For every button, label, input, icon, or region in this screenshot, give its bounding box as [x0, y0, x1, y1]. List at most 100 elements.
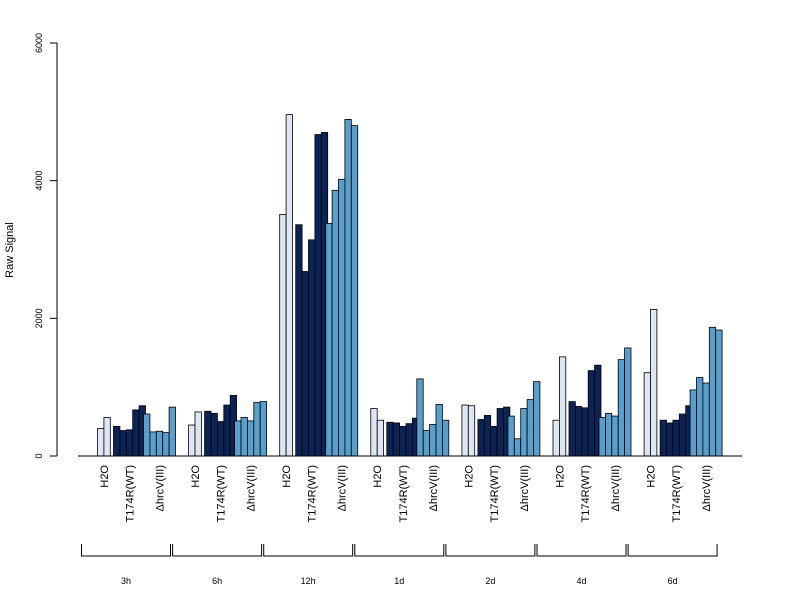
bar [605, 412, 613, 457]
bar [399, 425, 407, 457]
bar [715, 329, 723, 457]
bar [216, 421, 225, 457]
bar [405, 423, 413, 457]
bar [259, 401, 268, 457]
condition-label: T174R(WT) [580, 465, 592, 522]
bar [568, 401, 576, 457]
condition-label: ΔhrcV(III) [610, 465, 622, 511]
condition-label: T174R(WT) [307, 465, 319, 522]
time-bracket [445, 544, 536, 557]
condition-label: H2O [463, 465, 475, 488]
bar [587, 370, 596, 457]
condition-label: T174R(WT) [398, 465, 410, 522]
bar [416, 378, 424, 457]
bar [526, 399, 534, 457]
condition-label: ΔhrcV(III) [428, 465, 440, 511]
bar [429, 423, 437, 457]
bar [689, 389, 697, 457]
bar [666, 422, 674, 457]
condition-label: ΔhrcV(III) [246, 465, 258, 511]
bar [204, 410, 212, 457]
bar [376, 419, 385, 457]
time-bracket [263, 544, 354, 557]
bar [611, 415, 619, 457]
bar [314, 134, 322, 457]
bar [308, 239, 316, 457]
bar [696, 377, 704, 457]
bar [234, 420, 242, 457]
bar [162, 432, 170, 457]
bar [240, 417, 248, 457]
time-bracket [81, 544, 171, 557]
bar [552, 419, 560, 457]
condition-label: H2O [190, 465, 202, 488]
bar [672, 419, 680, 457]
bar [246, 420, 255, 457]
bar [155, 430, 164, 457]
bar [650, 308, 658, 457]
condition-label: ΔhrcV(III) [519, 465, 531, 511]
bar [513, 438, 522, 457]
condition-label: H2O [372, 465, 384, 488]
condition-labels: H2O T174R(WT) ΔhrcV(III) H2O T174R(WT) ΔhrcV(… [99, 465, 713, 523]
bar [441, 419, 450, 457]
condition-label: H2O [646, 465, 658, 488]
time-bracket [172, 544, 263, 557]
bar [678, 413, 687, 457]
condition-label: ΔhrcV(III) [701, 465, 713, 511]
bar [143, 413, 151, 457]
bar [643, 372, 651, 457]
time-brackets: 3h 6h 12h 1d 2d 4d 6d [81, 544, 718, 586]
time-label: 12h [301, 576, 316, 586]
condition-label: T174R(WT) [671, 465, 683, 522]
bar [301, 271, 309, 457]
time-label: 6h [212, 576, 222, 586]
bar [435, 403, 443, 457]
bar [132, 409, 140, 457]
y-axis: 0 2000 4000 6000 [34, 33, 58, 459]
condition-label: ΔhrcV(III) [337, 465, 349, 511]
condition-label: T174R(WT) [216, 465, 228, 522]
condition-label: T174R(WT) [489, 465, 501, 522]
bar [702, 382, 710, 457]
bar [507, 415, 515, 457]
time-label: 1d [394, 576, 404, 586]
bar [467, 405, 476, 457]
bar [559, 356, 567, 457]
bars [97, 114, 723, 457]
bar [168, 406, 176, 457]
bar [194, 411, 202, 457]
time-label: 6d [668, 576, 678, 586]
bar [617, 359, 626, 457]
bar [422, 430, 431, 457]
condition-label: ΔhrcV(III) [155, 465, 167, 511]
time-label: 2d [485, 576, 495, 586]
bar [708, 326, 717, 457]
bar [279, 213, 287, 457]
bar [624, 347, 632, 457]
bar [253, 401, 261, 457]
bar [598, 417, 606, 457]
bar [125, 429, 134, 457]
bar [325, 222, 333, 457]
bar [533, 381, 541, 457]
y-axis-label: Raw Signal [4, 222, 16, 278]
bar [331, 189, 339, 457]
bar [97, 428, 105, 457]
bar [490, 425, 498, 457]
bar [461, 404, 469, 457]
bar [659, 419, 667, 457]
y-tick-label: 6000 [34, 33, 44, 53]
bar [520, 408, 528, 457]
y-tick-label: 2000 [34, 308, 44, 328]
bar [223, 404, 231, 457]
time-bracket [536, 544, 627, 557]
bar [344, 119, 352, 457]
time-label: 4d [576, 576, 586, 586]
bar [149, 431, 157, 457]
bar [392, 422, 401, 457]
y-tick-label: 4000 [34, 171, 44, 191]
time-bracket [627, 544, 718, 557]
condition-label: H2O [281, 465, 293, 488]
condition-label: H2O [99, 465, 111, 488]
